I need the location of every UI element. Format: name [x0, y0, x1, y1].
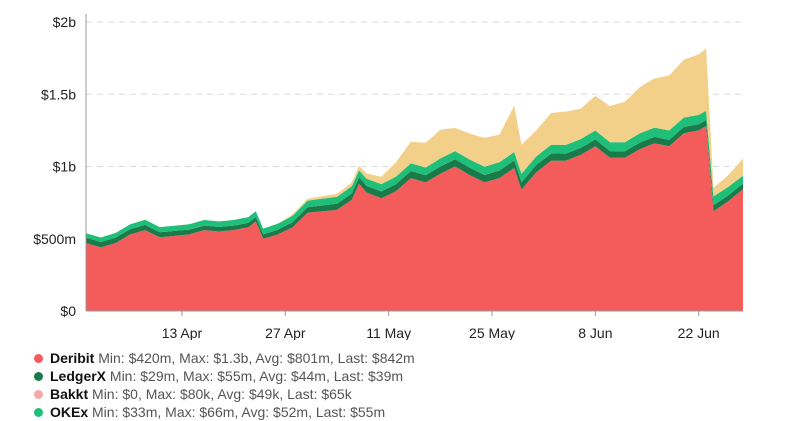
axes — [85, 14, 743, 312]
legend-stats: Min: $420m, Max: $1.3b, Avg: $801m, Last… — [98, 350, 415, 366]
legend-item-ledgerx[interactable]: LedgerX Min: $29m, Max: $55m, Avg: $44m,… — [34, 367, 794, 385]
area-series-cme[interactable] — [86, 48, 743, 238]
legend-stats: Min: $33m, Max: $66m, Avg: $52m, Last: $… — [92, 404, 386, 420]
series-areas — [86, 48, 743, 311]
y-tick-label: $1.5b — [41, 86, 76, 102]
legend: Deribit Min: $420m, Max: $1.3b, Avg: $80… — [34, 349, 794, 421]
y-tick-label: $500m — [33, 231, 76, 247]
chart-canvas: $0 $500m $1b $1.5b $2b 13 Apr 27 Apr 11 May 25 … — [33, 14, 743, 340]
area-series-deribit[interactable] — [86, 126, 743, 311]
legend-swatch-ledgerx — [34, 372, 43, 381]
legend-swatch-okex — [34, 408, 43, 417]
x-tick-label: 25 May — [469, 325, 515, 340]
y-tick-label: $1b — [53, 159, 77, 175]
legend-name: LedgerX — [50, 368, 107, 384]
area-series-okex[interactable] — [86, 110, 743, 242]
legend-name: Bakkt — [50, 386, 89, 402]
legend-swatch-bakkt — [34, 390, 43, 399]
x-axis-ticks: 13 Apr 27 Apr 11 May 25 May 8 Jun 22 Jun — [162, 311, 720, 340]
x-tick-label: 27 Apr — [265, 325, 306, 340]
legend-item-okex[interactable]: OKEx Min: $33m, Max: $66m, Avg: $52m, La… — [34, 403, 794, 421]
y-tick-label: $2b — [53, 14, 77, 30]
legend-stats: Min: $0, Max: $80k, Avg: $49k, Last: $65… — [92, 386, 352, 402]
legend-name: OKEx — [50, 404, 89, 420]
stacked-area-chart: $0 $500m $1b $1.5b $2b 13 Apr 27 Apr 11 May 25 … — [33, 14, 743, 340]
legend-name: Deribit — [50, 350, 95, 366]
legend-stats: Min: $29m, Max: $55m, Avg: $44m, Last: $… — [109, 368, 404, 384]
x-tick-label: 8 Jun — [578, 325, 612, 340]
legend-item-bakkt[interactable]: Bakkt Min: $0, Max: $80k, Avg: $49k, Las… — [34, 385, 794, 403]
y-tick-label: $0 — [60, 303, 76, 319]
area-series-ledgerx[interactable] — [86, 120, 743, 248]
x-tick-label: 11 May — [366, 325, 411, 340]
legend-item-deribit[interactable]: Deribit Min: $420m, Max: $1.3b, Avg: $80… — [34, 349, 794, 367]
legend-swatch-deribit — [34, 354, 43, 363]
y-axis-ticks: $0 $500m $1b $1.5b $2b — [33, 14, 76, 319]
x-tick-label: 22 Jun — [678, 325, 720, 340]
x-tick-label: 13 Apr — [162, 325, 203, 340]
